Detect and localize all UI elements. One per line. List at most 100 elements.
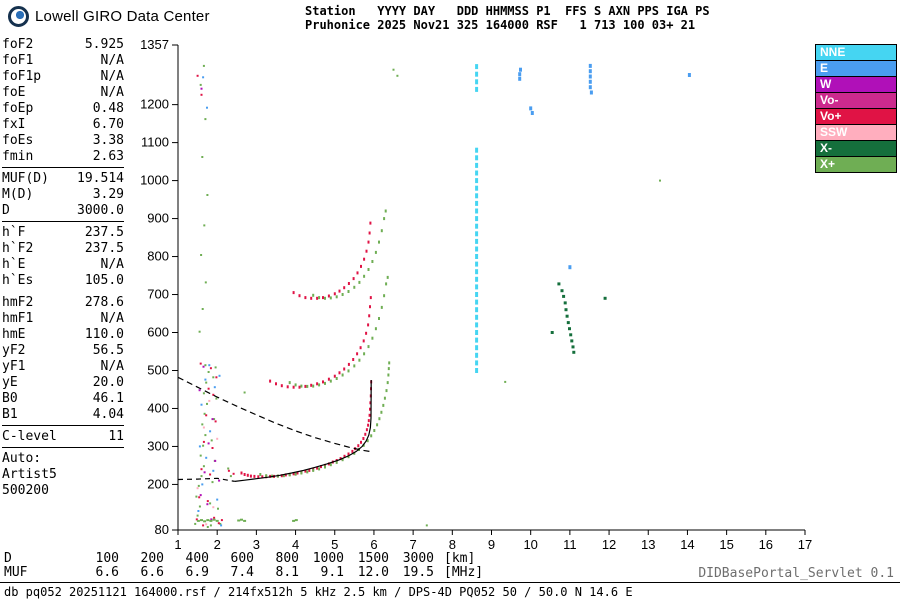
- readout-row: foEs 3.38: [2, 133, 124, 149]
- readout-label: yF1: [2, 359, 26, 374]
- line-transmission-curve: [177, 376, 373, 453]
- readout-value: N/A: [100, 257, 124, 272]
- readout-row: B1 4.04: [2, 407, 124, 423]
- readout-value: N/A: [100, 69, 124, 84]
- svg-text:1: 1: [174, 537, 181, 552]
- muf-value: 19.5: [402, 565, 434, 580]
- readout-row: foF2 5.925: [2, 37, 124, 53]
- line-profile: [234, 379, 372, 482]
- muf-value: 800: [275, 551, 299, 566]
- legend-item-x: X+: [815, 156, 897, 173]
- readout-value: 3.29: [92, 187, 124, 202]
- svg-text:1000: 1000: [140, 173, 169, 188]
- readout-label: foF2: [2, 37, 34, 52]
- readout-label: foE: [2, 85, 26, 100]
- svg-text:1357: 1357: [140, 37, 169, 52]
- readout-label: B1: [2, 407, 18, 422]
- readout-value: N/A: [100, 311, 124, 326]
- series-noise-red: [195, 74, 235, 527]
- readout-value: 110.0: [84, 327, 124, 342]
- line-profile-extrapolation: [177, 477, 235, 482]
- readout-row: fxI 6.70: [2, 117, 124, 133]
- station-header: Station YYYY DAY DDD HHMMSS P1 FFS S AXN…: [305, 4, 710, 32]
- readout-label: fxI: [2, 117, 26, 132]
- series-x-trace-hop2: [288, 275, 389, 388]
- readout-value: 3.38: [92, 133, 124, 148]
- svg-text:6: 6: [370, 537, 377, 552]
- ionogram-plot: 1 2 3 4 5 6 7 8 9 10 11 12 13 14 15 16 17802003004005006…: [140, 37, 812, 552]
- svg-text:9: 9: [488, 537, 495, 552]
- readout-row: B0 46.1: [2, 391, 124, 407]
- readout-value: 46.1: [92, 391, 124, 406]
- svg-text:400: 400: [147, 400, 169, 415]
- series-o-trace-hop2: [269, 296, 372, 389]
- readout-row: yF1 N/A: [2, 359, 124, 375]
- svg-text:500: 500: [147, 362, 169, 377]
- svg-text:300: 300: [147, 438, 169, 453]
- svg-text:7: 7: [410, 537, 417, 552]
- series-x-trace-hop3: [312, 209, 387, 300]
- readout-text: 500200: [2, 483, 49, 498]
- readout-divider: [2, 447, 124, 448]
- muf-value: 1000: [312, 551, 344, 566]
- readout-label: h`Es: [2, 273, 34, 288]
- readout-value: 5.925: [84, 37, 124, 52]
- muf-value: 9.1: [320, 565, 344, 580]
- svg-text:8: 8: [449, 537, 456, 552]
- readout-row: foF1 N/A: [2, 53, 124, 69]
- readout-label: yF2: [2, 343, 26, 358]
- muf-value: 6.6: [95, 565, 119, 580]
- svg-text:13: 13: [641, 537, 655, 552]
- svg-text:12: 12: [602, 537, 616, 552]
- svg-text:3: 3: [253, 537, 260, 552]
- readout-label: fmin: [2, 149, 34, 164]
- readout-value: 278.6: [84, 295, 124, 310]
- readout-text: Auto:: [2, 451, 42, 466]
- readout-label: foF1p: [2, 69, 42, 84]
- y-axis: 80 200 300 400 500 600 700 800 900 1000 1100 1200 13…: [140, 37, 178, 537]
- readout-row: h`Es 105.0: [2, 273, 124, 289]
- series-o-trace-hop3: [292, 221, 372, 300]
- station-header-line2: Pruhonice 2025 Nov21 325 164000 RSF 1 71…: [305, 18, 696, 32]
- station-header-line1: Station YYYY DAY DDD HHMMSS P1 FFS S AXN…: [305, 4, 710, 18]
- x-axis: 1 2 3 4 5 6 7 8 9 10 11 12 13 14 15 16 17: [174, 530, 812, 552]
- series-es-trace: [196, 518, 298, 523]
- series-x-minus-cluster: [550, 282, 607, 354]
- svg-text:600: 600: [147, 325, 169, 340]
- muf-value: 6.6: [140, 565, 164, 580]
- svg-text:16: 16: [759, 537, 773, 552]
- servlet-version: DIDBasePortal_Servlet 0.1: [698, 566, 894, 581]
- svg-text:15: 15: [719, 537, 733, 552]
- legend-item-ssw: SSW: [815, 124, 897, 141]
- svg-text:10: 10: [523, 537, 537, 552]
- readout-label: C-level: [2, 429, 57, 444]
- series-noise-pink: [196, 399, 219, 526]
- muf-value: 3000: [402, 551, 434, 566]
- legend-item-vo: Vo+: [815, 108, 897, 125]
- readout-value: 20.0: [92, 375, 124, 390]
- svg-text:1200: 1200: [140, 97, 169, 112]
- readout-divider: [2, 167, 124, 168]
- readout-label: h`F: [2, 225, 26, 240]
- muf-value: 200: [140, 551, 164, 566]
- muf-row-label: D: [4, 551, 12, 566]
- readout-row: h`E N/A: [2, 257, 124, 273]
- readout-row: hmF1 N/A: [2, 311, 124, 327]
- legend-item-vo: Vo-: [815, 92, 897, 109]
- readout-value: N/A: [100, 85, 124, 100]
- lowell-logo-icon: [8, 6, 29, 27]
- svg-text:5: 5: [331, 537, 338, 552]
- logo-text: Lowell GIRO Data Center: [35, 8, 210, 25]
- logo: Lowell GIRO Data Center: [8, 6, 210, 27]
- readout-text: Artist5: [2, 467, 57, 482]
- readout-value: 19.514: [77, 171, 124, 186]
- readout-value: 0.48: [92, 101, 124, 116]
- readout-label: hmF2: [2, 295, 34, 310]
- readout-divider: [2, 425, 124, 426]
- muf-unit: [MHz]: [444, 565, 484, 580]
- muf-row-d: D 100 200 400 600 800 1000 1500 3000 [km]: [4, 552, 504, 566]
- muf-value: 1500: [357, 551, 389, 566]
- series-nne-column: [475, 64, 479, 373]
- legend-item-x: X-: [815, 140, 897, 157]
- readout-value: 3000.0: [77, 203, 124, 218]
